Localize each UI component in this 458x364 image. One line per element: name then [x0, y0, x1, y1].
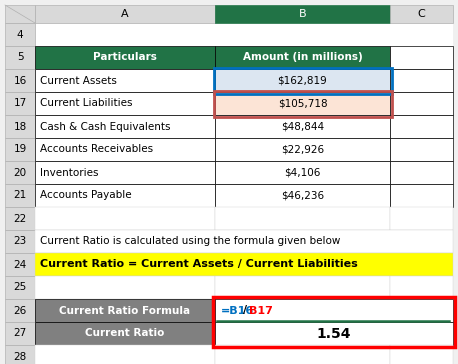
- Bar: [35, 138, 215, 161]
- Text: 25: 25: [13, 282, 27, 293]
- Bar: [390, 276, 453, 299]
- Bar: [215, 207, 390, 230]
- Text: Cash & Cash Equivalents: Cash & Cash Equivalents: [40, 122, 170, 131]
- Bar: [390, 5, 453, 23]
- Bar: [35, 184, 215, 207]
- Bar: [390, 161, 453, 184]
- Bar: [5, 92, 35, 115]
- Bar: [213, 297, 455, 347]
- Text: Accounts Receivables: Accounts Receivables: [40, 145, 153, 154]
- Bar: [390, 46, 453, 69]
- Bar: [390, 345, 453, 364]
- Bar: [35, 253, 453, 276]
- Text: $162,819: $162,819: [278, 75, 327, 86]
- Bar: [215, 138, 390, 161]
- Text: 27: 27: [13, 328, 27, 339]
- Bar: [5, 230, 35, 253]
- Text: 28: 28: [13, 352, 27, 361]
- Text: 20: 20: [13, 167, 27, 178]
- Bar: [35, 115, 215, 138]
- Bar: [390, 92, 453, 115]
- Text: A: A: [121, 9, 129, 19]
- Bar: [5, 23, 35, 46]
- Text: 17: 17: [13, 99, 27, 108]
- Bar: [5, 253, 35, 276]
- Text: $4,106: $4,106: [284, 167, 321, 178]
- Text: 26: 26: [13, 305, 27, 316]
- Text: $48,844: $48,844: [281, 122, 324, 131]
- Bar: [35, 92, 215, 115]
- Bar: [5, 276, 35, 299]
- Text: 4: 4: [16, 29, 23, 40]
- Text: B: B: [299, 9, 306, 19]
- Bar: [5, 69, 35, 92]
- Text: Accounts Payable: Accounts Payable: [40, 190, 131, 201]
- Text: Current Ratio Formula: Current Ratio Formula: [60, 305, 191, 316]
- Bar: [35, 276, 215, 299]
- Bar: [215, 299, 453, 322]
- Text: 18: 18: [13, 122, 27, 131]
- Bar: [390, 184, 453, 207]
- Bar: [390, 138, 453, 161]
- Bar: [5, 161, 35, 184]
- Text: Amount (in millions): Amount (in millions): [243, 52, 362, 63]
- Text: Current Assets: Current Assets: [40, 75, 117, 86]
- Bar: [215, 161, 390, 184]
- Bar: [215, 92, 390, 115]
- Bar: [5, 46, 35, 69]
- Bar: [35, 46, 215, 69]
- Bar: [35, 161, 215, 184]
- Text: 22: 22: [13, 214, 27, 223]
- Bar: [35, 5, 215, 23]
- Text: Current Ratio: Current Ratio: [85, 328, 165, 339]
- Bar: [35, 230, 453, 253]
- Text: /: /: [243, 305, 247, 316]
- Bar: [35, 207, 215, 230]
- Text: Current Liabilities: Current Liabilities: [40, 99, 132, 108]
- Text: 5: 5: [16, 52, 23, 63]
- Bar: [35, 69, 215, 92]
- Text: $22,926: $22,926: [281, 145, 324, 154]
- Bar: [390, 69, 453, 92]
- Bar: [215, 115, 390, 138]
- Bar: [215, 5, 390, 23]
- Bar: [35, 299, 215, 322]
- Text: Current Ratio is calculated using the formula given below: Current Ratio is calculated using the fo…: [40, 237, 340, 246]
- Text: Particulars: Particulars: [93, 52, 157, 63]
- Bar: [5, 115, 35, 138]
- Bar: [215, 276, 390, 299]
- Bar: [215, 322, 453, 345]
- Bar: [213, 91, 392, 116]
- Bar: [5, 138, 35, 161]
- Bar: [5, 299, 35, 322]
- Text: $105,718: $105,718: [278, 99, 327, 108]
- Text: 16: 16: [13, 75, 27, 86]
- Text: =B16: =B16: [221, 305, 254, 316]
- Text: Current Ratio = Current Assets / Current Liabilities: Current Ratio = Current Assets / Current…: [40, 260, 358, 269]
- Bar: [5, 5, 35, 23]
- Bar: [215, 46, 390, 69]
- Bar: [5, 322, 35, 345]
- Bar: [390, 207, 453, 230]
- Text: 23: 23: [13, 237, 27, 246]
- Text: 1.54: 1.54: [317, 327, 351, 340]
- Bar: [215, 184, 390, 207]
- Bar: [35, 322, 215, 345]
- Bar: [5, 207, 35, 230]
- Bar: [213, 67, 392, 94]
- Text: Inventories: Inventories: [40, 167, 98, 178]
- Text: B17: B17: [249, 305, 273, 316]
- Bar: [5, 345, 35, 364]
- Bar: [35, 345, 215, 364]
- Bar: [390, 115, 453, 138]
- Text: C: C: [418, 9, 425, 19]
- Bar: [215, 69, 390, 92]
- Text: 24: 24: [13, 260, 27, 269]
- Text: 19: 19: [13, 145, 27, 154]
- Text: $46,236: $46,236: [281, 190, 324, 201]
- Bar: [215, 345, 390, 364]
- Bar: [5, 184, 35, 207]
- Text: 21: 21: [13, 190, 27, 201]
